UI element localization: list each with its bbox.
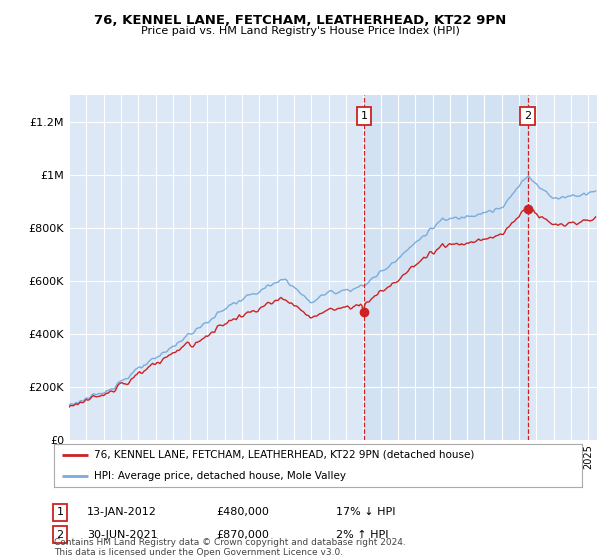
Text: HPI: Average price, detached house, Mole Valley: HPI: Average price, detached house, Mole… — [94, 472, 346, 482]
Text: 2: 2 — [56, 530, 64, 540]
Text: 2: 2 — [524, 111, 531, 121]
Text: Price paid vs. HM Land Registry's House Price Index (HPI): Price paid vs. HM Land Registry's House … — [140, 26, 460, 36]
Text: Contains HM Land Registry data © Crown copyright and database right 2024.
This d: Contains HM Land Registry data © Crown c… — [54, 538, 406, 557]
Text: 1: 1 — [56, 507, 64, 517]
Text: 13-JAN-2012: 13-JAN-2012 — [87, 507, 157, 517]
Text: £870,000: £870,000 — [216, 530, 269, 540]
Text: 2% ↑ HPI: 2% ↑ HPI — [336, 530, 389, 540]
Text: 76, KENNEL LANE, FETCHAM, LEATHERHEAD, KT22 9PN (detached house): 76, KENNEL LANE, FETCHAM, LEATHERHEAD, K… — [94, 450, 474, 460]
Text: £480,000: £480,000 — [216, 507, 269, 517]
Text: 1: 1 — [361, 111, 367, 121]
Text: 30-JUN-2021: 30-JUN-2021 — [87, 530, 158, 540]
Bar — [364, 95, 527, 440]
Text: 17% ↓ HPI: 17% ↓ HPI — [336, 507, 395, 517]
Text: 76, KENNEL LANE, FETCHAM, LEATHERHEAD, KT22 9PN: 76, KENNEL LANE, FETCHAM, LEATHERHEAD, K… — [94, 14, 506, 27]
